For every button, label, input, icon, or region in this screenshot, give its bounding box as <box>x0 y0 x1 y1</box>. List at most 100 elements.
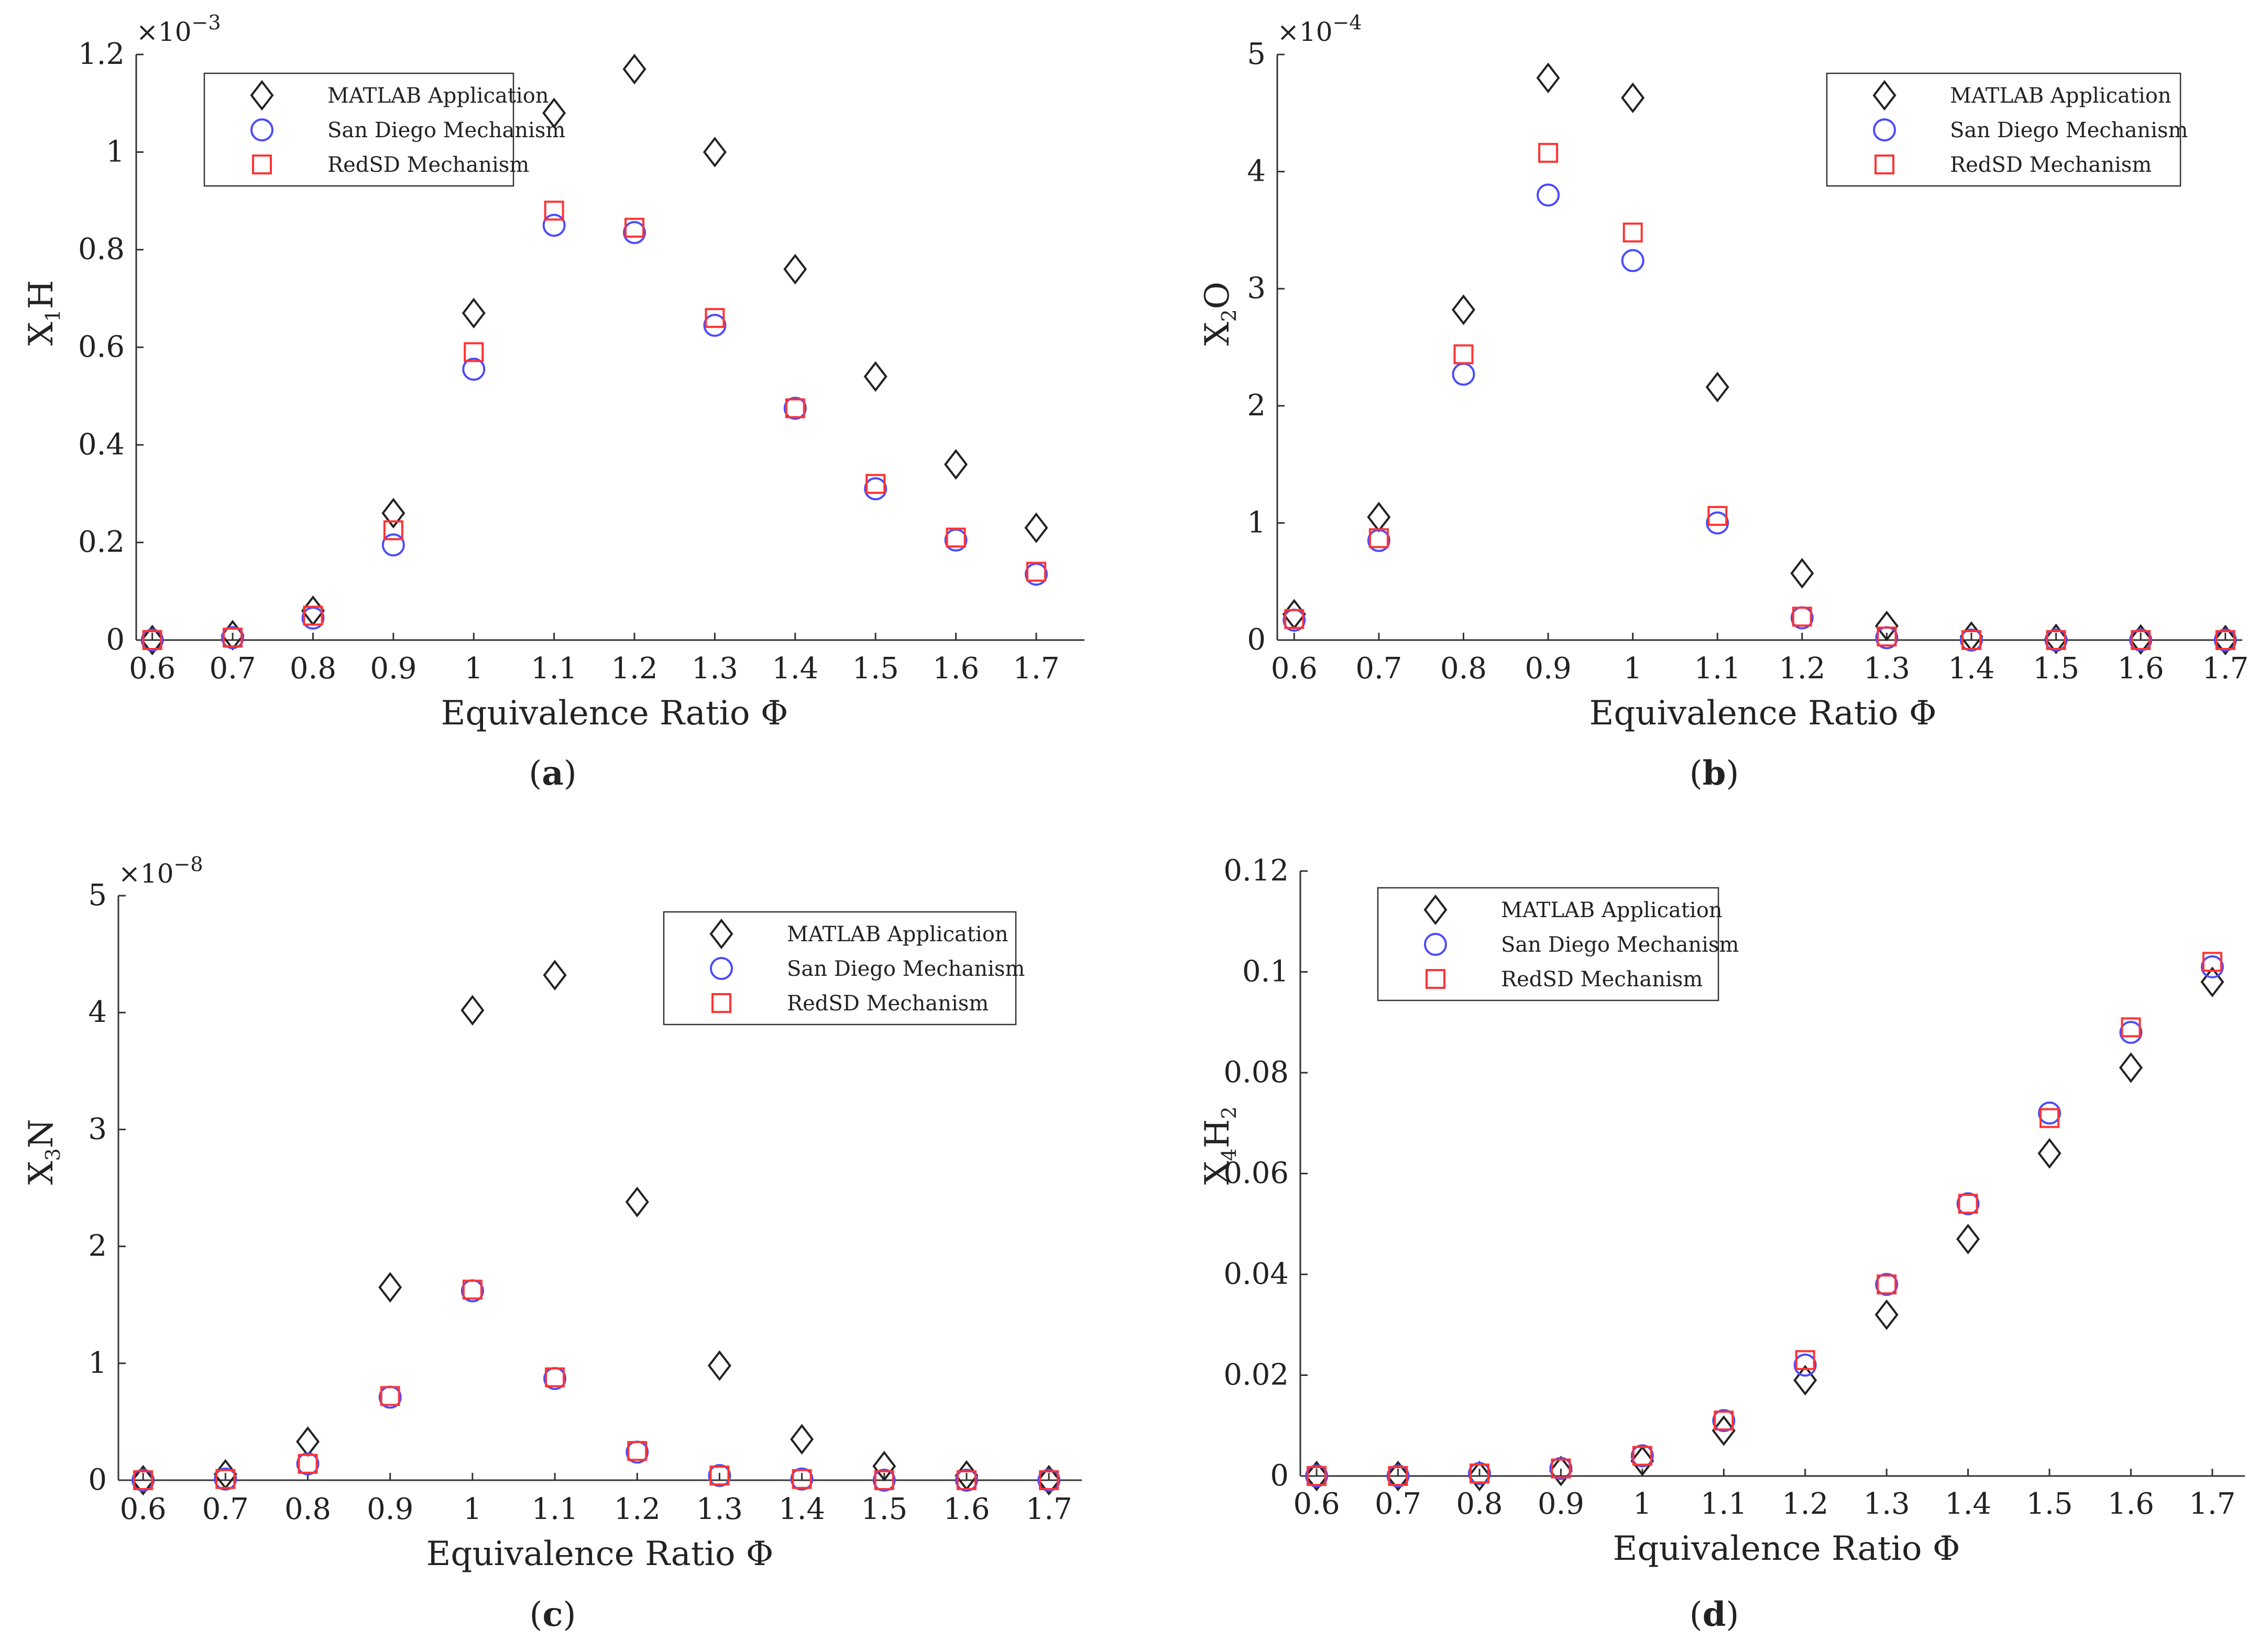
panel-d-square-point <box>1632 1446 1652 1466</box>
panel-b-diamond-point <box>2044 623 2068 655</box>
panel-c-legend-square-icon <box>711 993 731 1013</box>
panel-c-circle-point <box>214 1467 237 1491</box>
panel-d-xtick-label: 1.7 <box>2189 1487 2235 1521</box>
panel-c-circle-point <box>872 1469 896 1492</box>
panel-d-diamond-point <box>1467 1460 1492 1492</box>
panel-c-diamond-point <box>461 995 485 1026</box>
panel-d-legend-diamond-icon <box>1423 894 1448 926</box>
panel-a-square-point <box>544 201 564 221</box>
panel-b-xtick-label: 1 <box>1624 652 1642 686</box>
panel-a-diamond-point <box>381 498 405 529</box>
panel-b-legend-label: MATLAB Application <box>1950 84 2172 108</box>
panel-c-xtick-label: 0.8 <box>284 1492 331 1526</box>
panel-b-xtick-label: 1.2 <box>1779 652 1825 686</box>
panel-b-xtick-label: 1.5 <box>2033 652 2079 686</box>
panel-c-square-point <box>874 1470 894 1490</box>
panel-a-xtick-label: 1.5 <box>852 652 899 686</box>
panel-d-ytick-label: 0.04 <box>1223 1257 1289 1291</box>
panel-c-legend-box <box>663 911 1017 1026</box>
panel-c-circle-point <box>708 1464 731 1488</box>
panel-a-square-point <box>624 217 645 238</box>
panel-c-square-point <box>709 1466 730 1486</box>
panel-d-ytick-label: 0.06 <box>1223 1157 1289 1191</box>
panel-d-xtick-label: 1.6 <box>2108 1487 2154 1521</box>
panel-d-circle-point <box>2200 955 2224 978</box>
panel-d-square-point <box>2121 1017 2141 1038</box>
panel-a-circle-point <box>462 357 486 381</box>
panel-d-xtick-label: 1.5 <box>2026 1487 2073 1521</box>
panel-a-ytick-label: 1 <box>106 135 125 169</box>
panel-d-diamond-point <box>1549 1456 1573 1486</box>
panel-c-diamond-point <box>295 1426 320 1457</box>
panel-b-diamond-point <box>1875 610 1899 642</box>
panel-b-xtick-label: 0.8 <box>1440 652 1487 686</box>
panel-a-circle-point <box>542 214 566 237</box>
panel-d-legend-square-icon <box>1426 969 1445 989</box>
panel-b-diamond-point <box>2129 624 2153 655</box>
panel-d-ytick-label: 0.1 <box>1242 955 1289 989</box>
panel-a-circle-point <box>703 314 727 337</box>
panel-c-legend-label: MATLAB Application <box>787 922 1009 946</box>
panel-a-circle-point <box>221 626 245 649</box>
panel-d-diamond-point <box>2119 1052 2143 1083</box>
panel-c-xtick-label: 1.1 <box>532 1492 578 1526</box>
panel-c-circle-point <box>1037 1469 1061 1492</box>
panel-a-xtick-label: 0.8 <box>290 652 336 686</box>
panel-a-circle-point <box>783 397 807 420</box>
panel-b-square-point <box>1453 344 1474 365</box>
panel-a-diamond-point <box>703 137 727 168</box>
panel-c-square-point <box>1039 1470 1059 1490</box>
panel-b-diamond-point <box>1705 371 1729 403</box>
panel-d-diamond-point <box>1712 1415 1736 1446</box>
panel-d-circle-point <box>1630 1444 1654 1468</box>
panel-a-ytick-label: 0.8 <box>78 233 125 267</box>
panel-c-xtick-label: 1.7 <box>1026 1492 1072 1526</box>
panel-a-xtick-label: 1.4 <box>772 652 818 686</box>
panel-b-circle-point <box>2213 629 2237 652</box>
panel-b-ytick-label: 1 <box>1247 505 1266 539</box>
panel-b-circle-point <box>1452 362 1475 386</box>
panel-a-xtick-label: 1 <box>464 652 483 686</box>
panel-c-legend-circle-icon <box>710 957 733 980</box>
panel-d-square-point <box>1958 1194 1978 1214</box>
panel-b-square-point <box>1707 505 1728 526</box>
panel-c-square-point <box>792 1469 812 1489</box>
panel-c-ytick-label: 5 <box>88 878 107 912</box>
panel-a-xtick-label: 1.3 <box>692 652 738 686</box>
panel-d-xtick-label: 1.4 <box>1945 1487 1991 1521</box>
panel-c-xtick-label: 1.5 <box>861 1492 907 1526</box>
panel-d-square-point <box>2039 1108 2059 1128</box>
panel-b-ytick-label: 5 <box>1247 37 1266 71</box>
panel-d-diamond-point <box>1305 1460 1329 1492</box>
panel-a-legend-label: MATLAB Application <box>327 84 549 108</box>
panel-b-xtick-label: 1.7 <box>2202 652 2249 686</box>
panel-d-xtick-label: 1.3 <box>1864 1487 1910 1521</box>
panel-c-ytick-label: 2 <box>88 1229 107 1263</box>
panel-d-square-point <box>1877 1274 1897 1295</box>
panel-d-circle-point <box>1467 1462 1491 1485</box>
panel-a-ytick-label: 0.4 <box>78 427 125 461</box>
panel-d-caption: (d) <box>1690 1595 1739 1634</box>
panel-c-square-point <box>215 1469 236 1489</box>
panel-b-circle-point <box>1537 183 1560 207</box>
panel-b-xtick-label: 1.6 <box>2118 652 2164 686</box>
panel-b-legend-box <box>1826 72 2182 187</box>
panel-d-circle-point <box>1549 1457 1573 1480</box>
panel-c-diamond-point <box>625 1186 649 1218</box>
panel-d-circle-point <box>1712 1409 1736 1433</box>
panel-d-legend-label: MATLAB Application <box>1501 898 1723 922</box>
panel-a-legend-box <box>203 72 514 187</box>
panel-b-circle-point <box>1706 511 1729 535</box>
panel-c-ylabel: X3N <box>22 1119 64 1185</box>
panel-d-square-point <box>1795 1350 1815 1370</box>
panel-d-ytick-label: 0.12 <box>1223 854 1289 888</box>
panel-a-circle-point <box>140 629 164 652</box>
panel-c-ytick-label: 0 <box>88 1463 107 1497</box>
panel-a-legend-label: RedSD Mechanism <box>327 153 529 177</box>
panel-a-ytick-label: 0.2 <box>78 525 125 559</box>
panel-c-caption: (c) <box>530 1595 576 1634</box>
panel-c-legend-label: RedSD Mechanism <box>787 992 989 1016</box>
panel-a-ytick-label: 0 <box>106 623 125 657</box>
panel-a-exponent: ×10−3 <box>136 11 221 47</box>
